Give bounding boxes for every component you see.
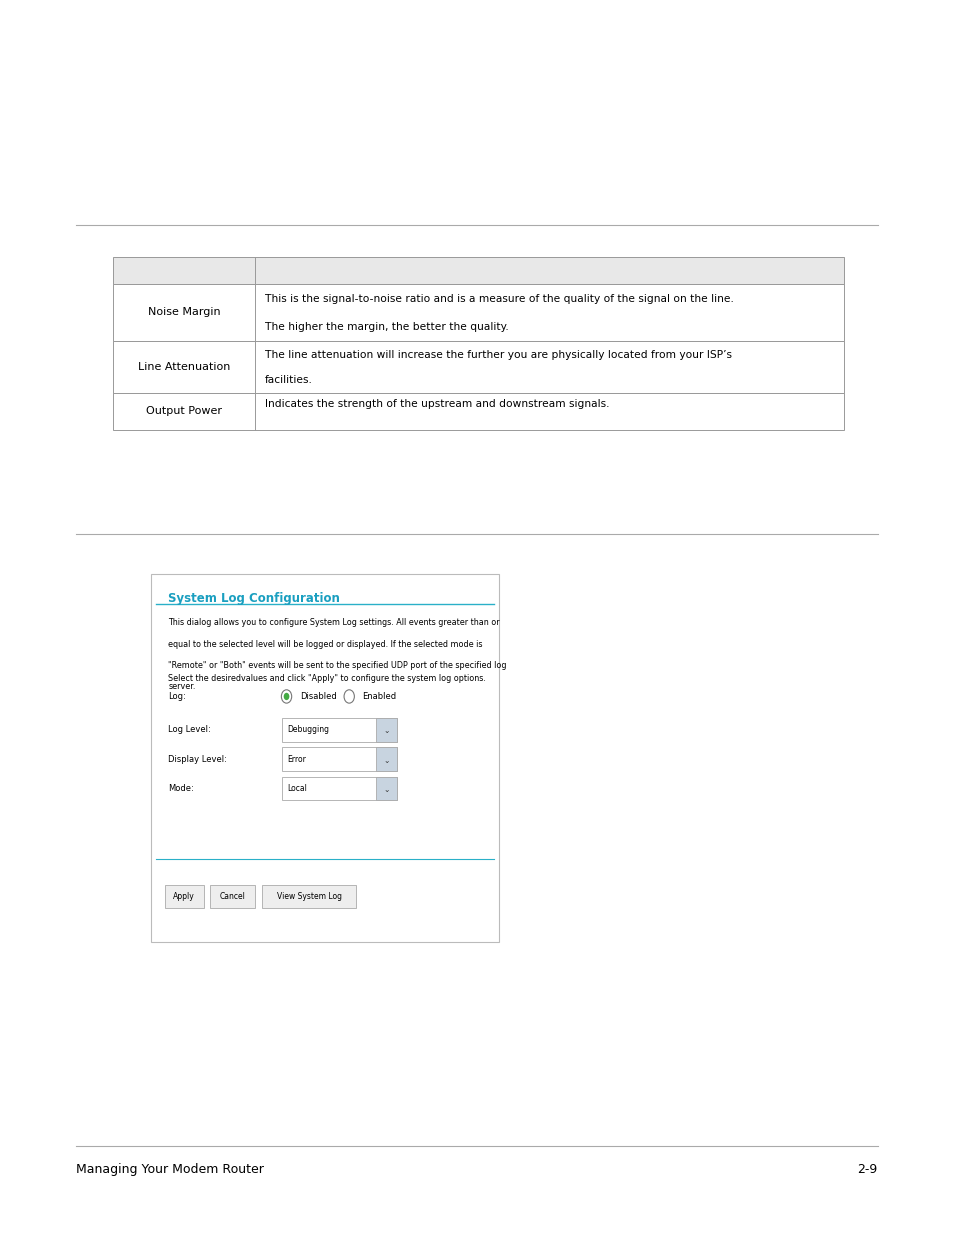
Text: System Log Configuration: System Log Configuration (168, 592, 339, 605)
Text: Mode:: Mode: (168, 784, 193, 793)
Text: Apply: Apply (173, 892, 194, 900)
Text: Output Power: Output Power (146, 406, 222, 416)
Text: This dialog allows you to configure System Log settings. All events greater than: This dialog allows you to configure Syst… (168, 619, 499, 627)
Text: Indicates the strength of the upstream and downstream signals.: Indicates the strength of the upstream a… (265, 399, 609, 409)
Bar (165, 885, 204, 908)
Text: Debugging: Debugging (287, 725, 329, 734)
Text: Display Level:: Display Level: (168, 755, 227, 763)
Text: The line attenuation will increase the further you are physically located from y: The line attenuation will increase the f… (265, 351, 731, 361)
Text: Log:: Log: (168, 692, 186, 701)
Text: Noise Margin: Noise Margin (148, 308, 220, 317)
Text: Line Attenuation: Line Attenuation (137, 362, 230, 372)
Bar (211, 885, 254, 908)
Text: facilities.: facilities. (265, 375, 313, 385)
Bar (261, 885, 355, 908)
Bar (281, 747, 396, 771)
Bar (281, 777, 396, 800)
Bar (375, 777, 396, 800)
Circle shape (281, 690, 292, 703)
Bar (112, 257, 843, 284)
Text: Error: Error (287, 755, 306, 763)
Text: Log Level:: Log Level: (168, 725, 211, 734)
Text: Managing Your Modem Router: Managing Your Modem Router (76, 1163, 264, 1177)
Text: ⌄: ⌄ (383, 756, 389, 764)
Circle shape (283, 693, 289, 700)
Text: server.: server. (168, 683, 195, 692)
Text: equal to the selected level will be logged or displayed. If the selected mode is: equal to the selected level will be logg… (168, 640, 482, 648)
Bar (375, 747, 396, 771)
Bar (112, 284, 843, 341)
Text: This is the signal-to-noise ratio and is a measure of the quality of the signal : This is the signal-to-noise ratio and is… (265, 294, 733, 304)
Text: Local: Local (287, 784, 307, 793)
Text: The higher the margin, the better the quality.: The higher the margin, the better the qu… (265, 321, 508, 331)
Bar (112, 341, 843, 393)
Text: ⌄: ⌄ (383, 785, 389, 794)
Circle shape (344, 690, 354, 703)
Bar (281, 718, 396, 741)
Text: ⌄: ⌄ (383, 726, 389, 735)
Text: Cancel: Cancel (219, 892, 246, 900)
Text: Disabled: Disabled (299, 692, 336, 701)
Text: Select the desiredvalues and click "Apply" to configure the system log options.: Select the desiredvalues and click "Appl… (168, 674, 485, 683)
Bar (151, 574, 498, 942)
Text: Enabled: Enabled (362, 692, 396, 701)
Bar (375, 718, 396, 741)
Text: View System Log: View System Log (276, 892, 341, 900)
Text: "Remote" or "Both" events will be sent to the specified UDP port of the specifie: "Remote" or "Both" events will be sent t… (168, 661, 506, 671)
Text: 2-9: 2-9 (857, 1163, 877, 1177)
Bar (112, 393, 843, 430)
